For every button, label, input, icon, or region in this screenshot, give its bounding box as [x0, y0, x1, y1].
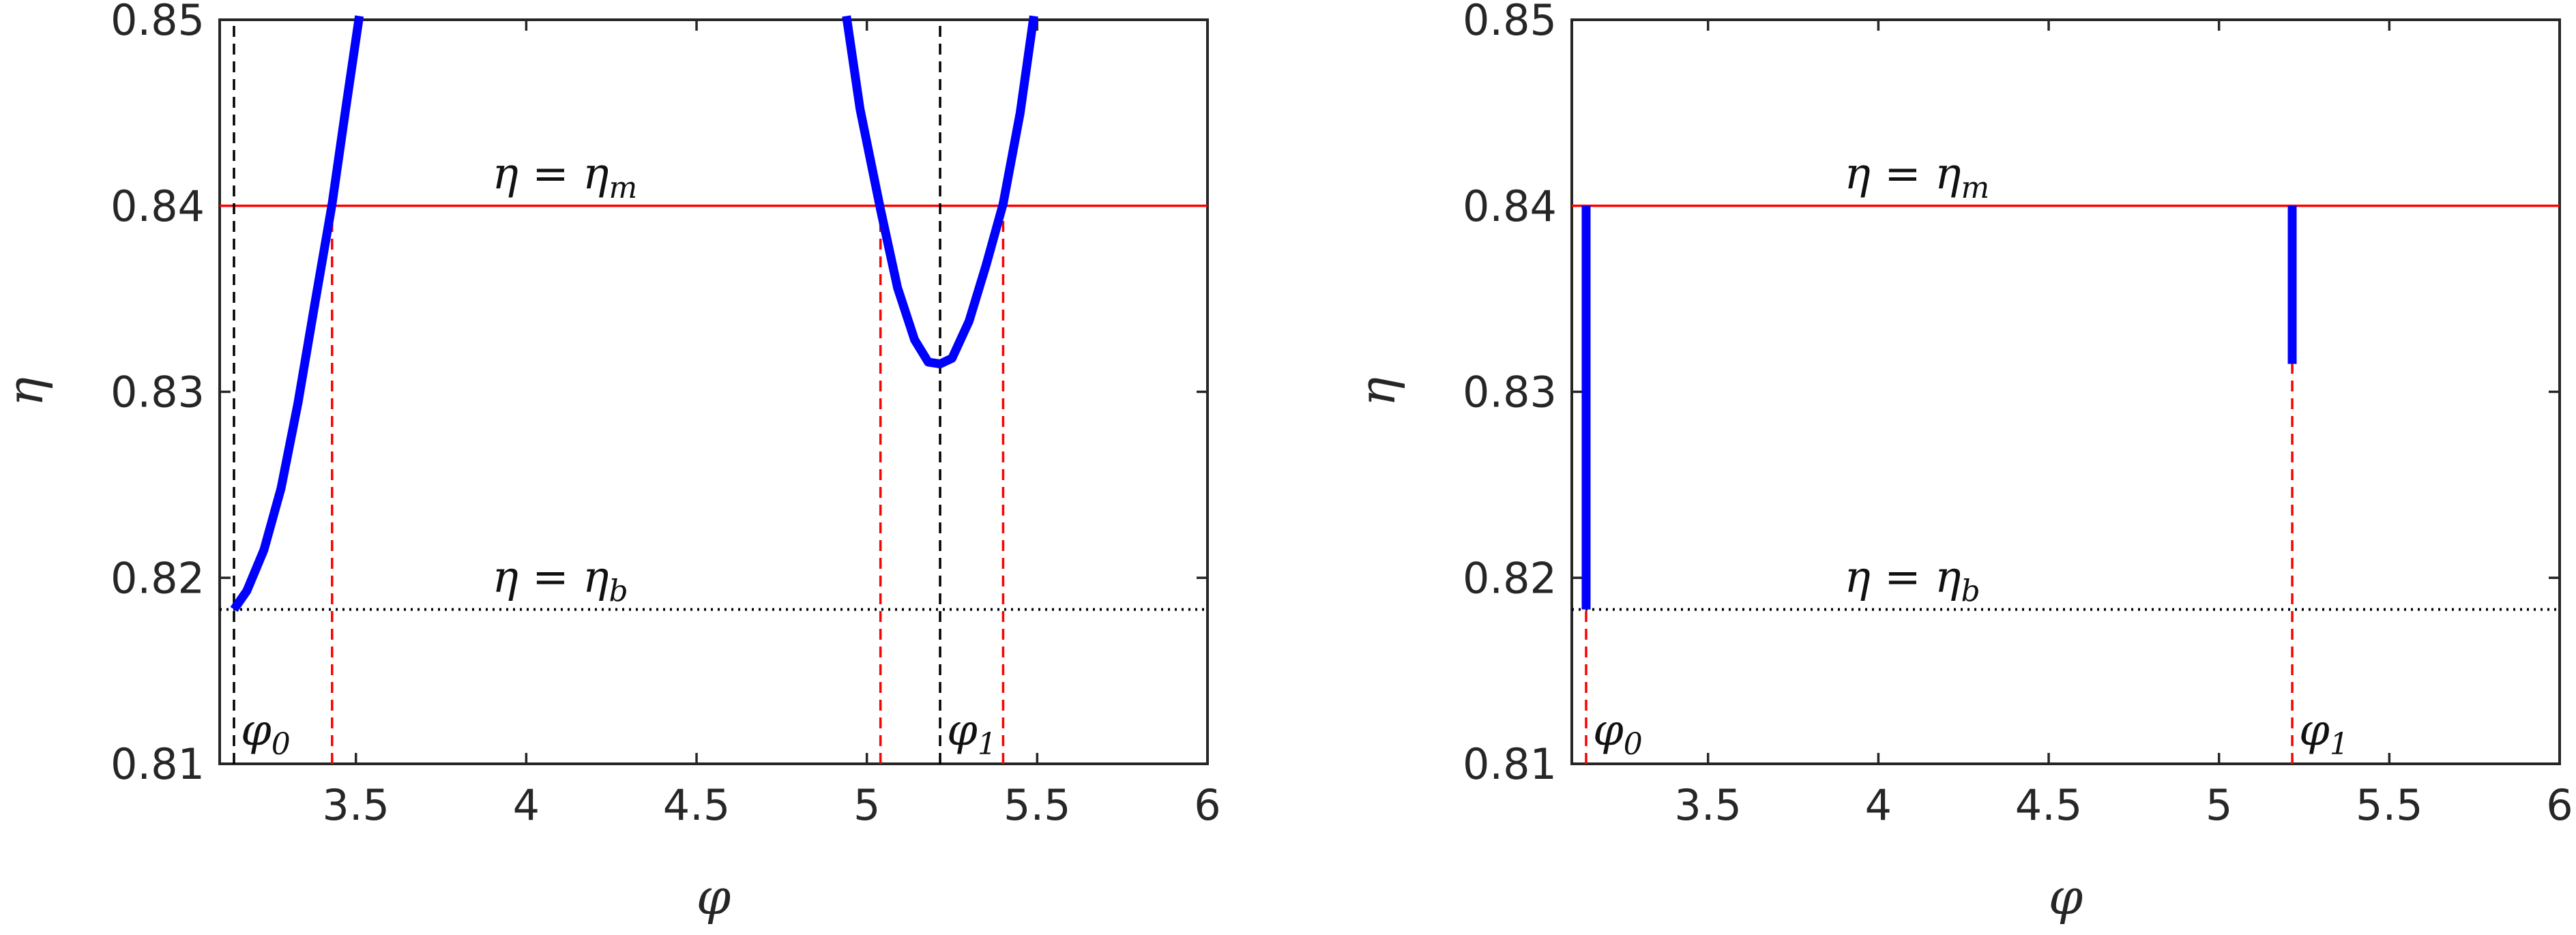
x-tick-label: 4: [513, 780, 540, 830]
x-tick-label: 5.5: [2356, 780, 2423, 830]
x-tick-label: 6: [1194, 780, 1220, 830]
x-axis-label: φ: [2049, 868, 2083, 925]
eta-b-annotation: η = ηb: [492, 552, 628, 609]
x-axis-label: φ: [697, 868, 731, 925]
eta-m-annotation: η = ηm: [492, 149, 637, 205]
eta-m-annotation: η = ηm: [1844, 149, 1989, 205]
phi1-label: φ1: [947, 705, 997, 762]
curve-series-0: [230, 15, 364, 612]
phi0-label: φ0: [1593, 705, 1643, 762]
x-tick-label: 3.5: [322, 780, 390, 830]
y-tick-label: 0.81: [111, 739, 205, 789]
y-axis-label: η: [0, 377, 54, 406]
y-tick-label: 0.84: [111, 181, 205, 231]
y-tick-label: 0.84: [1463, 181, 1557, 231]
x-tick-label: 5: [2206, 780, 2232, 830]
y-axis-label: η: [1349, 377, 1406, 406]
y-tick-label: 0.85: [1463, 0, 1557, 45]
left-panel: 3.5 4 4.5 5 5.5 6 0.81 0.82 0.83 0.84 0.85 φ η η = ηm…: [0, 0, 1221, 925]
x-tick-label: 5.5: [1004, 780, 1071, 830]
y-tick-label: 0.82: [1463, 553, 1557, 603]
right-panel: 3.5 4 4.5 5 5.5 6 0.81 0.82 0.83 0.84 0.85 φ η η = ηm…: [1349, 0, 2573, 925]
y-tick-label: 0.83: [111, 368, 205, 417]
x-tick-label: 5: [853, 780, 880, 830]
curve-series-1: [842, 15, 1038, 369]
y-tick-label: 0.82: [111, 553, 205, 603]
axes-frame: [218, 18, 1209, 765]
x-tick-label: 4.5: [663, 780, 731, 830]
x-tick-label: 6: [2546, 780, 2573, 830]
eta-b-annotation: η = ηb: [1844, 552, 1980, 609]
phi1-label: φ1: [2299, 705, 2349, 762]
axes-frame: [1570, 18, 2561, 765]
y-tick-label: 0.85: [111, 0, 205, 45]
y-tick-label: 0.83: [1463, 368, 1557, 417]
x-tick-label: 3.5: [1674, 780, 1742, 830]
phi0-label: φ0: [241, 705, 291, 762]
y-tick-label: 0.81: [1463, 739, 1557, 789]
x-tick-label: 4: [1865, 780, 1892, 830]
x-tick-label: 4.5: [2015, 780, 2083, 830]
